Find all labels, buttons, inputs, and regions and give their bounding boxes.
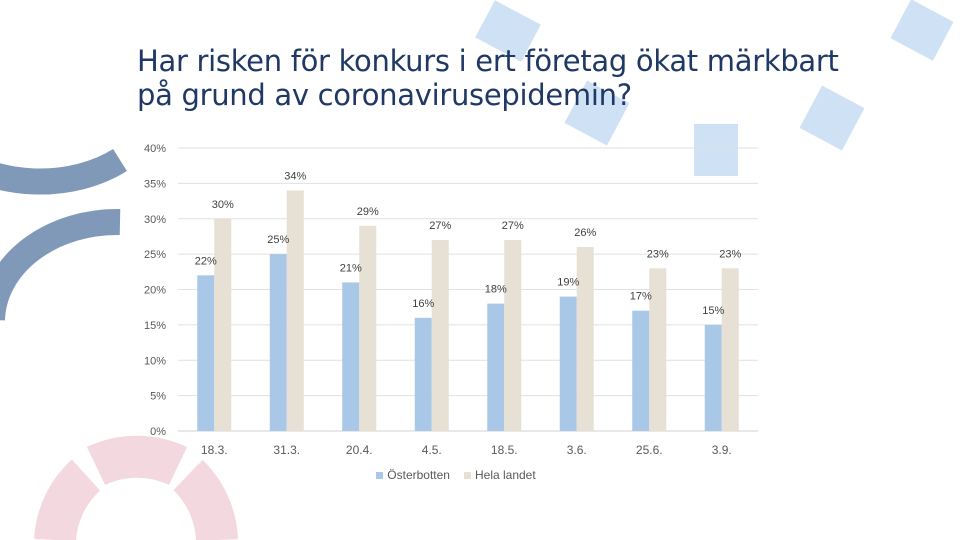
legend-item-osterbotten: Österbotten <box>376 468 450 482</box>
slide-title-line-1: Har risken för konkurs i ert företag öka… <box>137 44 839 78</box>
bar-osterbotten <box>197 275 215 431</box>
x-tick-label: 3.9. <box>712 443 732 457</box>
y-tick-label: 30% <box>144 214 166 226</box>
bar-hela-landet <box>576 247 594 431</box>
data-label: 27% <box>429 220 451 232</box>
y-tick-label: 5% <box>150 391 166 403</box>
bar-hela-landet <box>431 239 449 431</box>
x-tick-label: 18.3. <box>201 443 228 457</box>
data-label: 25% <box>267 234 289 246</box>
data-label: 29% <box>357 206 379 218</box>
y-tick-label: 0% <box>150 426 166 438</box>
data-label: 27% <box>502 220 524 232</box>
x-tick-label: 31.3. <box>273 443 300 457</box>
decor-square-2 <box>564 80 630 146</box>
bar-osterbotten <box>559 296 577 431</box>
decor-square-3 <box>694 124 738 176</box>
x-tick-label: 20.4. <box>346 443 373 457</box>
data-label: 21% <box>340 262 362 274</box>
x-axis-ticks: 18.3. 31.3. 20.4. 4.5. 18.5. 3.6. 25.6. 3.9. <box>201 443 732 457</box>
y-tick-label: 35% <box>144 178 166 190</box>
x-tick-label: 4.5. <box>422 443 442 457</box>
data-label: 16% <box>412 298 434 310</box>
bar-hela-landet <box>721 268 739 431</box>
chart-data-labels: 22% 30% 25% 34% 21% 29% 16% 27% 18% 27% 19% 26% 17% 2… <box>195 170 742 316</box>
data-label: 23% <box>647 248 669 260</box>
bar-hela-landet <box>359 225 377 431</box>
y-tick-label: 25% <box>144 249 166 261</box>
data-label: 18% <box>485 284 507 296</box>
bar-osterbotten <box>704 324 722 431</box>
decor-square-4 <box>799 85 865 151</box>
legend-label-hela-landet: Hela landet <box>474 468 536 482</box>
y-tick-label: 40% <box>144 143 166 155</box>
legend-item-hela-landet: Hela landet <box>463 468 536 482</box>
x-tick-label: 25.6. <box>636 443 663 457</box>
bar-osterbotten <box>632 310 650 431</box>
x-tick-label: 18.5. <box>491 443 518 457</box>
data-label: 17% <box>630 291 652 303</box>
data-label: 22% <box>195 255 217 267</box>
data-label: 15% <box>702 305 724 317</box>
bar-hela-landet <box>649 268 667 431</box>
bar-osterbotten <box>342 282 360 431</box>
bar-osterbotten <box>414 317 432 431</box>
y-tick-label: 10% <box>144 355 166 367</box>
y-axis-ticks: 0% 5% 10% 15% 20% 25% 30% 35% 40% <box>144 143 166 438</box>
legend-label-osterbotten: Österbotten <box>387 468 450 482</box>
data-label: 34% <box>284 170 306 182</box>
data-label: 23% <box>719 248 741 260</box>
data-label: 26% <box>574 227 596 239</box>
bar-osterbotten <box>487 303 505 431</box>
slide-title: Har risken för konkurs i ert företag öka… <box>137 44 897 112</box>
legend-swatch-hela-landet <box>463 471 471 479</box>
data-label: 30% <box>212 199 234 211</box>
bar-osterbotten <box>269 254 287 431</box>
decor-arc-bottom <box>0 208 121 321</box>
decor-ring-right <box>172 459 238 540</box>
decor-ring-top <box>86 435 188 486</box>
chart-legend: Österbotten Hela landet <box>0 468 912 482</box>
bar-hela-landet <box>214 218 232 431</box>
legend-swatch-osterbotten <box>376 471 384 479</box>
y-tick-label: 15% <box>144 320 166 332</box>
x-tick-label: 3.6. <box>567 443 587 457</box>
data-label: 19% <box>557 277 579 289</box>
chart-gridlines <box>178 147 758 432</box>
bar-hela-landet <box>286 190 304 431</box>
decor-square-5 <box>890 0 954 61</box>
y-tick-label: 20% <box>144 285 166 297</box>
bar-hela-landet <box>504 239 522 431</box>
decor-arc-top <box>0 148 127 195</box>
decor-ring-left <box>34 459 101 540</box>
chart-bars <box>197 190 739 431</box>
decor-square-1 <box>475 0 541 62</box>
slide-title-line-2: på grund av coronavirusepidemin? <box>137 78 632 112</box>
